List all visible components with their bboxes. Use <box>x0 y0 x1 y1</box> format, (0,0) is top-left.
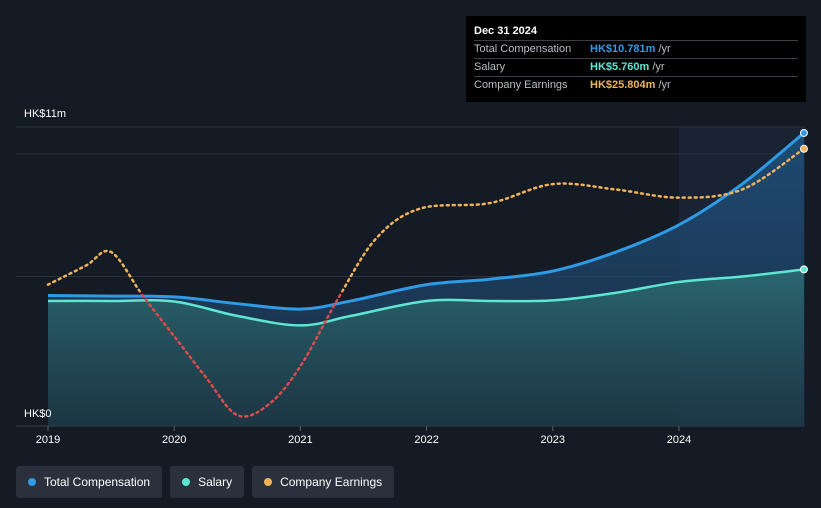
y-axis-top-label: HK$11m <box>24 108 66 120</box>
total-compensation-line <box>47 131 805 311</box>
legend: Total Compensation Salary Company Earnin… <box>16 466 395 498</box>
x-tick-label: 2020 <box>162 434 186 446</box>
tooltip-label: Company Earnings <box>474 79 568 91</box>
x-tick-label: 2021 <box>288 434 312 446</box>
tooltip-row-total: Total Compensation HK$10.781m /yr <box>474 40 798 58</box>
company-earnings-end-dot <box>799 144 808 153</box>
tooltip-unit: /yr <box>658 79 671 91</box>
tooltip: Dec 31 2024 Total Compensation HK$10.781… <box>466 16 806 102</box>
series-end-dots <box>799 128 808 274</box>
tooltip-value: HK$5.760m <box>590 61 650 73</box>
total-compensation-end-dot <box>799 128 808 137</box>
company-earnings-line-negative <box>138 291 344 418</box>
legend-label: Company Earnings <box>280 475 383 489</box>
tooltip-label: Salary <box>474 61 506 73</box>
x-tick-label: 2022 <box>414 434 438 446</box>
tooltip-row-salary: Salary HK$5.760m /yr <box>474 58 798 76</box>
series-areas <box>48 132 804 426</box>
company-earnings-line <box>46 147 806 292</box>
tooltip-row-earnings: Company Earnings HK$25.804m /yr <box>474 76 798 94</box>
salary-area <box>48 269 804 426</box>
legend-item-company-earnings[interactable]: Company Earnings <box>252 466 395 498</box>
x-axis: 2019 2020 2021 2022 2023 2024 <box>36 426 691 446</box>
legend-label: Salary <box>198 475 233 489</box>
tooltip-value: HK$10.781m <box>590 43 656 55</box>
tooltip-value: HK$25.804m <box>590 79 656 91</box>
legend-dot-icon <box>28 478 36 486</box>
x-tick-label: 2024 <box>667 434 691 446</box>
y-axis-bottom-label: HK$0 <box>24 408 52 420</box>
x-tick-label: 2019 <box>36 434 60 446</box>
legend-dot-icon <box>264 478 273 486</box>
tooltip-unit: /yr <box>658 43 671 55</box>
x-tick-label: 2023 <box>541 434 565 446</box>
legend-label: Total Compensation <box>44 475 151 489</box>
legend-dot-icon <box>182 478 191 486</box>
legend-item-total-compensation[interactable]: Total Compensation <box>16 466 163 498</box>
legend-item-salary[interactable]: Salary <box>170 466 245 498</box>
series-lines <box>46 131 806 418</box>
tooltip-label: Total Compensation <box>474 43 572 55</box>
tooltip-unit: /yr <box>652 61 665 73</box>
tooltip-date: Dec 31 2024 <box>474 25 537 37</box>
salary-end-dot <box>799 265 808 274</box>
salary-line <box>47 268 805 327</box>
